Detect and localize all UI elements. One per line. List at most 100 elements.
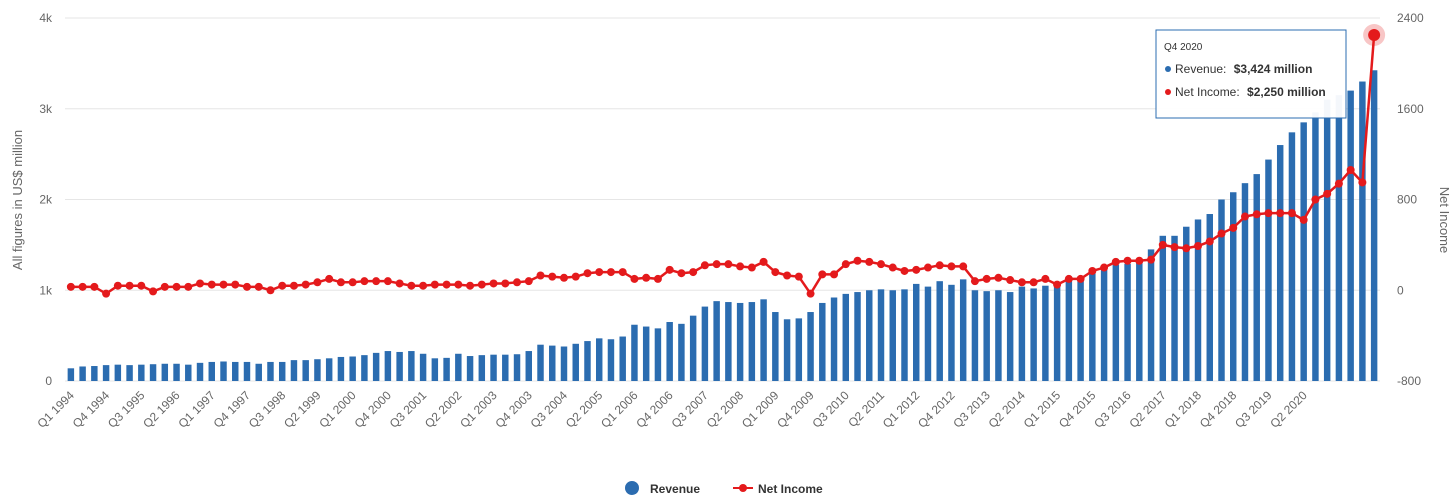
revenue-bar[interactable] bbox=[595, 338, 603, 381]
net-income-point[interactable] bbox=[1029, 278, 1038, 287]
net-income-point[interactable] bbox=[653, 274, 662, 283]
revenue-bar[interactable] bbox=[689, 315, 697, 381]
net-income-point[interactable] bbox=[1229, 223, 1238, 232]
revenue-bar[interactable] bbox=[1112, 264, 1120, 381]
net-income-point[interactable] bbox=[231, 280, 240, 289]
net-income-point[interactable] bbox=[583, 269, 592, 278]
net-income-point[interactable] bbox=[66, 282, 75, 291]
revenue-bar[interactable] bbox=[748, 302, 756, 381]
revenue-bar[interactable] bbox=[725, 302, 732, 381]
net-income-point[interactable] bbox=[477, 280, 486, 289]
revenue-bar[interactable] bbox=[549, 345, 556, 381]
net-income-point[interactable] bbox=[759, 257, 768, 266]
revenue-bar[interactable] bbox=[79, 366, 86, 381]
revenue-bar[interactable] bbox=[795, 318, 803, 381]
net-income-point[interactable] bbox=[1100, 263, 1109, 272]
net-income-point[interactable] bbox=[513, 278, 522, 287]
revenue-bar[interactable] bbox=[1347, 90, 1354, 381]
legend-item-revenue[interactable]: Revenue bbox=[625, 481, 700, 496]
net-income-point[interactable] bbox=[1368, 29, 1381, 42]
revenue-bar[interactable] bbox=[220, 361, 227, 381]
revenue-bar[interactable] bbox=[208, 361, 215, 381]
revenue-bar[interactable] bbox=[1276, 145, 1284, 381]
revenue-bar[interactable] bbox=[1323, 99, 1331, 382]
revenue-bar[interactable] bbox=[302, 360, 309, 381]
net-income-point[interactable] bbox=[266, 286, 275, 295]
revenue-bar[interactable] bbox=[572, 343, 579, 381]
revenue-bar[interactable] bbox=[842, 293, 850, 381]
net-income-point[interactable] bbox=[830, 270, 839, 279]
net-income-point[interactable] bbox=[219, 280, 228, 289]
net-income-point[interactable] bbox=[923, 263, 932, 272]
net-income-point[interactable] bbox=[618, 268, 627, 277]
revenue-bar[interactable] bbox=[866, 290, 873, 381]
net-income-point[interactable] bbox=[1205, 237, 1214, 246]
revenue-bar[interactable] bbox=[502, 354, 509, 381]
net-income-point[interactable] bbox=[430, 280, 439, 289]
revenue-bar[interactable] bbox=[431, 358, 439, 381]
revenue-bar[interactable] bbox=[361, 355, 368, 381]
net-income-point[interactable] bbox=[102, 289, 111, 298]
revenue-bar[interactable] bbox=[631, 324, 638, 381]
net-income-point[interactable] bbox=[677, 269, 686, 278]
net-income-point[interactable] bbox=[794, 272, 803, 281]
net-income-point[interactable] bbox=[1299, 215, 1308, 224]
net-income-point[interactable] bbox=[1170, 243, 1179, 252]
net-income-point[interactable] bbox=[289, 281, 298, 290]
net-income-point[interactable] bbox=[372, 277, 381, 286]
revenue-bar[interactable] bbox=[772, 312, 779, 381]
net-income-point[interactable] bbox=[1076, 274, 1085, 283]
net-income-point[interactable] bbox=[196, 279, 205, 288]
revenue-bar[interactable] bbox=[736, 302, 744, 381]
net-income-point[interactable] bbox=[254, 282, 263, 291]
net-income-point[interactable] bbox=[1252, 210, 1261, 219]
net-income-point[interactable] bbox=[149, 287, 158, 296]
revenue-bar[interactable] bbox=[936, 281, 943, 381]
revenue-bar[interactable] bbox=[419, 353, 427, 381]
net-income-point[interactable] bbox=[1147, 255, 1156, 264]
net-income-point[interactable] bbox=[1123, 256, 1132, 265]
revenue-bar[interactable] bbox=[396, 351, 403, 381]
revenue-bar[interactable] bbox=[325, 358, 333, 381]
net-income-point[interactable] bbox=[606, 268, 615, 277]
net-income-point[interactable] bbox=[771, 268, 780, 277]
net-income-point[interactable] bbox=[524, 277, 533, 286]
net-income-point[interactable] bbox=[454, 280, 463, 289]
net-income-point[interactable] bbox=[301, 280, 310, 289]
revenue-bar[interactable] bbox=[948, 284, 955, 381]
net-income-point[interactable] bbox=[665, 265, 674, 274]
revenue-bar[interactable] bbox=[91, 366, 98, 381]
revenue-bar[interactable] bbox=[126, 365, 133, 381]
net-income-point[interactable] bbox=[78, 282, 87, 291]
revenue-bar[interactable] bbox=[924, 286, 932, 381]
net-income-point[interactable] bbox=[595, 268, 604, 277]
net-income-point[interactable] bbox=[501, 279, 510, 288]
revenue-bar[interactable] bbox=[443, 357, 450, 381]
revenue-bar[interactable] bbox=[619, 336, 626, 381]
revenue-bar[interactable] bbox=[478, 355, 486, 381]
revenue-bar[interactable] bbox=[971, 290, 979, 381]
revenue-bar[interactable] bbox=[1124, 263, 1131, 381]
net-income-point[interactable] bbox=[935, 261, 944, 270]
net-income-point[interactable] bbox=[207, 280, 216, 289]
revenue-bar[interactable] bbox=[1253, 174, 1260, 381]
revenue-bar[interactable] bbox=[1159, 235, 1167, 381]
net-income-point[interactable] bbox=[137, 281, 146, 290]
revenue-bar[interactable] bbox=[243, 361, 251, 381]
net-income-point[interactable] bbox=[877, 260, 885, 269]
net-income-point[interactable] bbox=[888, 263, 897, 272]
revenue-bar[interactable] bbox=[1218, 199, 1225, 382]
revenue-bar[interactable] bbox=[278, 361, 286, 381]
revenue-bar[interactable] bbox=[1006, 292, 1014, 381]
net-income-point[interactable] bbox=[700, 261, 709, 270]
revenue-bar[interactable] bbox=[1018, 286, 1026, 381]
revenue-bar[interactable] bbox=[1147, 249, 1155, 381]
revenue-bar[interactable] bbox=[1206, 214, 1213, 381]
revenue-bar[interactable] bbox=[889, 290, 896, 381]
revenue-bar[interactable] bbox=[819, 302, 826, 381]
net-income-point[interactable] bbox=[442, 280, 451, 289]
revenue-bar[interactable] bbox=[1194, 219, 1202, 381]
net-income-point[interactable] bbox=[278, 281, 287, 290]
net-income-point[interactable] bbox=[747, 263, 756, 272]
net-income-point[interactable] bbox=[970, 277, 979, 286]
